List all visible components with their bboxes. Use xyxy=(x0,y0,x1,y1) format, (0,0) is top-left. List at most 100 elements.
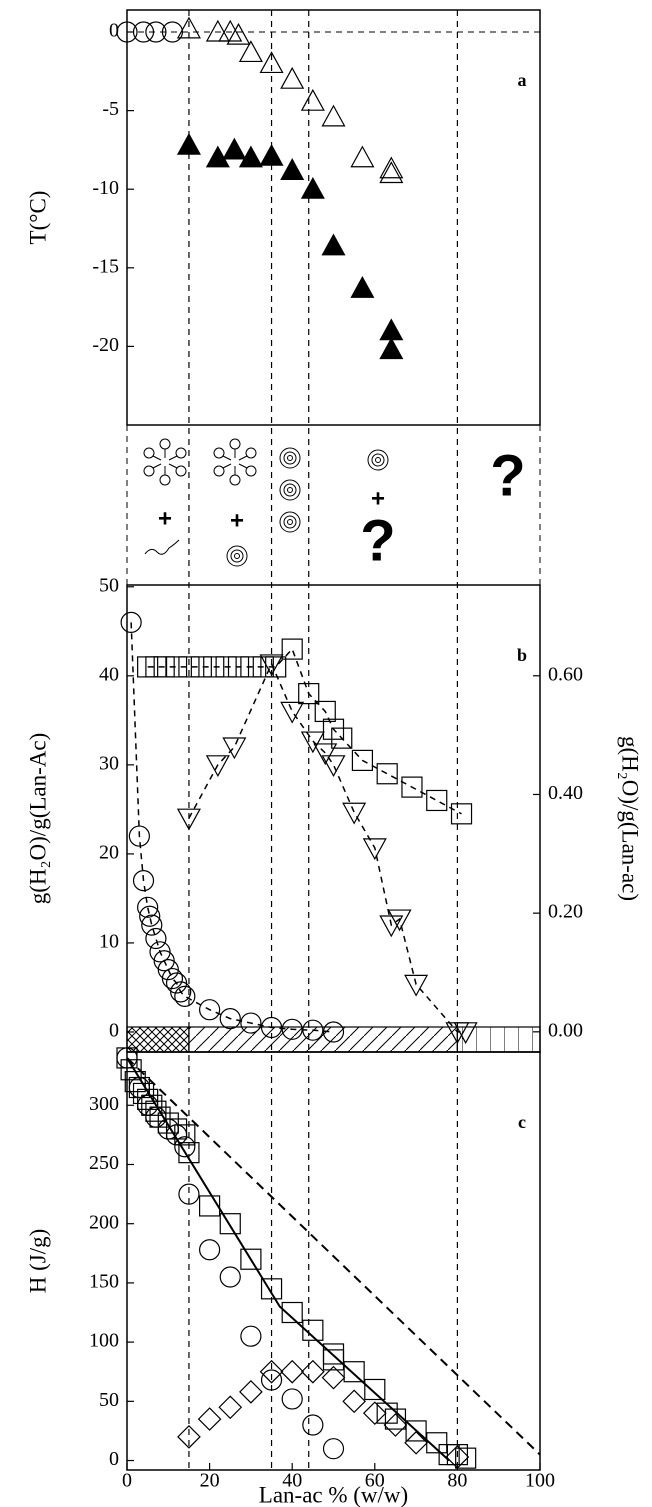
marker xyxy=(161,21,184,43)
y-tick-label: 0 xyxy=(109,20,119,42)
fit-line xyxy=(126,1057,541,1456)
marker xyxy=(174,985,196,1007)
marker xyxy=(132,870,155,892)
marker xyxy=(226,22,251,45)
marker xyxy=(240,1012,262,1034)
marker xyxy=(426,789,448,812)
y-tick-label: 40 xyxy=(99,663,119,685)
marker xyxy=(120,611,142,633)
marker xyxy=(165,1124,188,1146)
plot-frame xyxy=(126,1051,541,1471)
marker xyxy=(219,1008,241,1030)
panel-label: b xyxy=(517,645,527,665)
marker xyxy=(313,743,338,766)
y-axis-label: T(°C) xyxy=(25,191,50,245)
y2-tick-label: 0.60 xyxy=(548,663,583,685)
marker xyxy=(401,776,423,798)
marker xyxy=(238,145,263,168)
marker xyxy=(455,1447,477,1469)
marker xyxy=(300,731,325,754)
marker xyxy=(199,999,221,1021)
series-line xyxy=(147,647,462,815)
y2-tick-label: 0.00 xyxy=(548,1019,583,1041)
marker xyxy=(165,1118,188,1140)
marker xyxy=(362,838,387,861)
marker xyxy=(170,981,192,1003)
marker xyxy=(137,1088,159,1110)
marker xyxy=(145,1106,167,1128)
marker xyxy=(280,1359,305,1384)
marker xyxy=(321,104,346,127)
panel-label: c xyxy=(518,1112,526,1132)
y-tick-label: 10 xyxy=(99,931,119,953)
marker xyxy=(165,972,188,994)
marker xyxy=(145,21,167,43)
marker xyxy=(280,158,305,180)
series-line xyxy=(130,622,334,1033)
marker xyxy=(157,959,179,981)
marker xyxy=(157,1112,179,1134)
marker xyxy=(219,1213,241,1235)
marker xyxy=(259,1359,284,1384)
y-tick-label: 30 xyxy=(99,752,119,774)
marker xyxy=(362,1401,387,1426)
x-tick-label: 80 xyxy=(447,1470,467,1492)
marker xyxy=(383,1413,408,1437)
marker xyxy=(218,1395,243,1420)
marker xyxy=(322,1021,345,1043)
marker xyxy=(199,1195,221,1217)
marker xyxy=(281,1301,303,1324)
marker xyxy=(153,950,175,972)
x-tick-label: 100 xyxy=(525,1470,555,1492)
marker xyxy=(281,1388,303,1410)
marker xyxy=(280,66,305,89)
marker xyxy=(132,1082,155,1105)
x-tick-label: 0 xyxy=(122,1470,132,1492)
schematic-label: ? xyxy=(360,508,395,573)
marker xyxy=(343,1361,365,1383)
marker xyxy=(174,1124,196,1146)
marker xyxy=(240,1248,262,1270)
marker xyxy=(376,763,398,785)
marker xyxy=(280,701,305,724)
marker xyxy=(219,1266,241,1288)
series-line xyxy=(188,662,466,1033)
marker xyxy=(342,1389,366,1414)
y-tick-label: 250 xyxy=(89,1152,119,1174)
marker xyxy=(176,808,201,831)
y-axis-label: H (J/g) xyxy=(25,1229,50,1294)
marker xyxy=(379,337,404,360)
marker xyxy=(178,656,200,678)
schematic-label: + xyxy=(158,505,172,532)
y-tick-label: -10 xyxy=(92,177,119,199)
y-tick-label: 0 xyxy=(109,1448,119,1470)
marker xyxy=(124,1071,146,1093)
y-tick-label: -15 xyxy=(92,255,119,277)
marker xyxy=(322,1438,345,1460)
marker xyxy=(350,275,375,298)
y-tick-label: 100 xyxy=(89,1330,119,1352)
marker xyxy=(302,1319,324,1341)
marker xyxy=(259,654,284,677)
marker xyxy=(197,1407,222,1431)
marker xyxy=(177,1424,201,1449)
marker xyxy=(350,145,375,168)
marker xyxy=(331,727,353,749)
marker xyxy=(379,318,404,341)
y-tick-label: -5 xyxy=(102,98,119,120)
marker xyxy=(137,1094,159,1116)
marker xyxy=(149,1106,171,1128)
marker xyxy=(139,905,161,927)
marker xyxy=(141,1094,163,1116)
marker xyxy=(120,1059,142,1081)
marker xyxy=(453,1022,478,1045)
marker xyxy=(322,1349,345,1371)
marker xyxy=(145,927,167,950)
x-tick-label: 40 xyxy=(282,1470,302,1492)
y-tick-label: 150 xyxy=(89,1271,119,1293)
y-tick-label: 50 xyxy=(99,574,119,596)
marker xyxy=(222,137,247,160)
marker xyxy=(116,21,138,43)
marker xyxy=(364,1378,386,1401)
